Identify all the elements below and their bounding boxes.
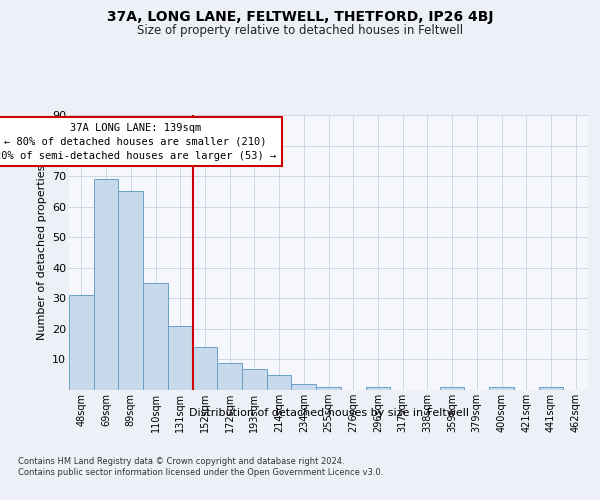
Bar <box>94 179 118 390</box>
Bar <box>440 387 464 390</box>
Text: 37A, LONG LANE, FELTWELL, THETFORD, IP26 4BJ: 37A, LONG LANE, FELTWELL, THETFORD, IP26… <box>107 10 493 24</box>
Bar <box>489 387 514 390</box>
Y-axis label: Number of detached properties: Number of detached properties <box>37 165 47 340</box>
Text: Size of property relative to detached houses in Feltwell: Size of property relative to detached ho… <box>137 24 463 37</box>
Bar <box>168 326 193 390</box>
Text: Distribution of detached houses by size in Feltwell: Distribution of detached houses by size … <box>189 408 469 418</box>
Bar <box>267 374 292 390</box>
Bar <box>193 347 217 390</box>
Bar <box>143 283 168 390</box>
Text: Contains HM Land Registry data © Crown copyright and database right 2024.
Contai: Contains HM Land Registry data © Crown c… <box>18 458 383 477</box>
Bar <box>365 387 390 390</box>
Bar <box>316 387 341 390</box>
Bar <box>242 368 267 390</box>
Bar <box>292 384 316 390</box>
Bar <box>69 296 94 390</box>
Bar <box>118 192 143 390</box>
Bar <box>217 362 242 390</box>
Text: 37A LONG LANE: 139sqm
← 80% of detached houses are smaller (210)
20% of semi-det: 37A LONG LANE: 139sqm ← 80% of detached … <box>0 122 277 160</box>
Bar <box>539 387 563 390</box>
